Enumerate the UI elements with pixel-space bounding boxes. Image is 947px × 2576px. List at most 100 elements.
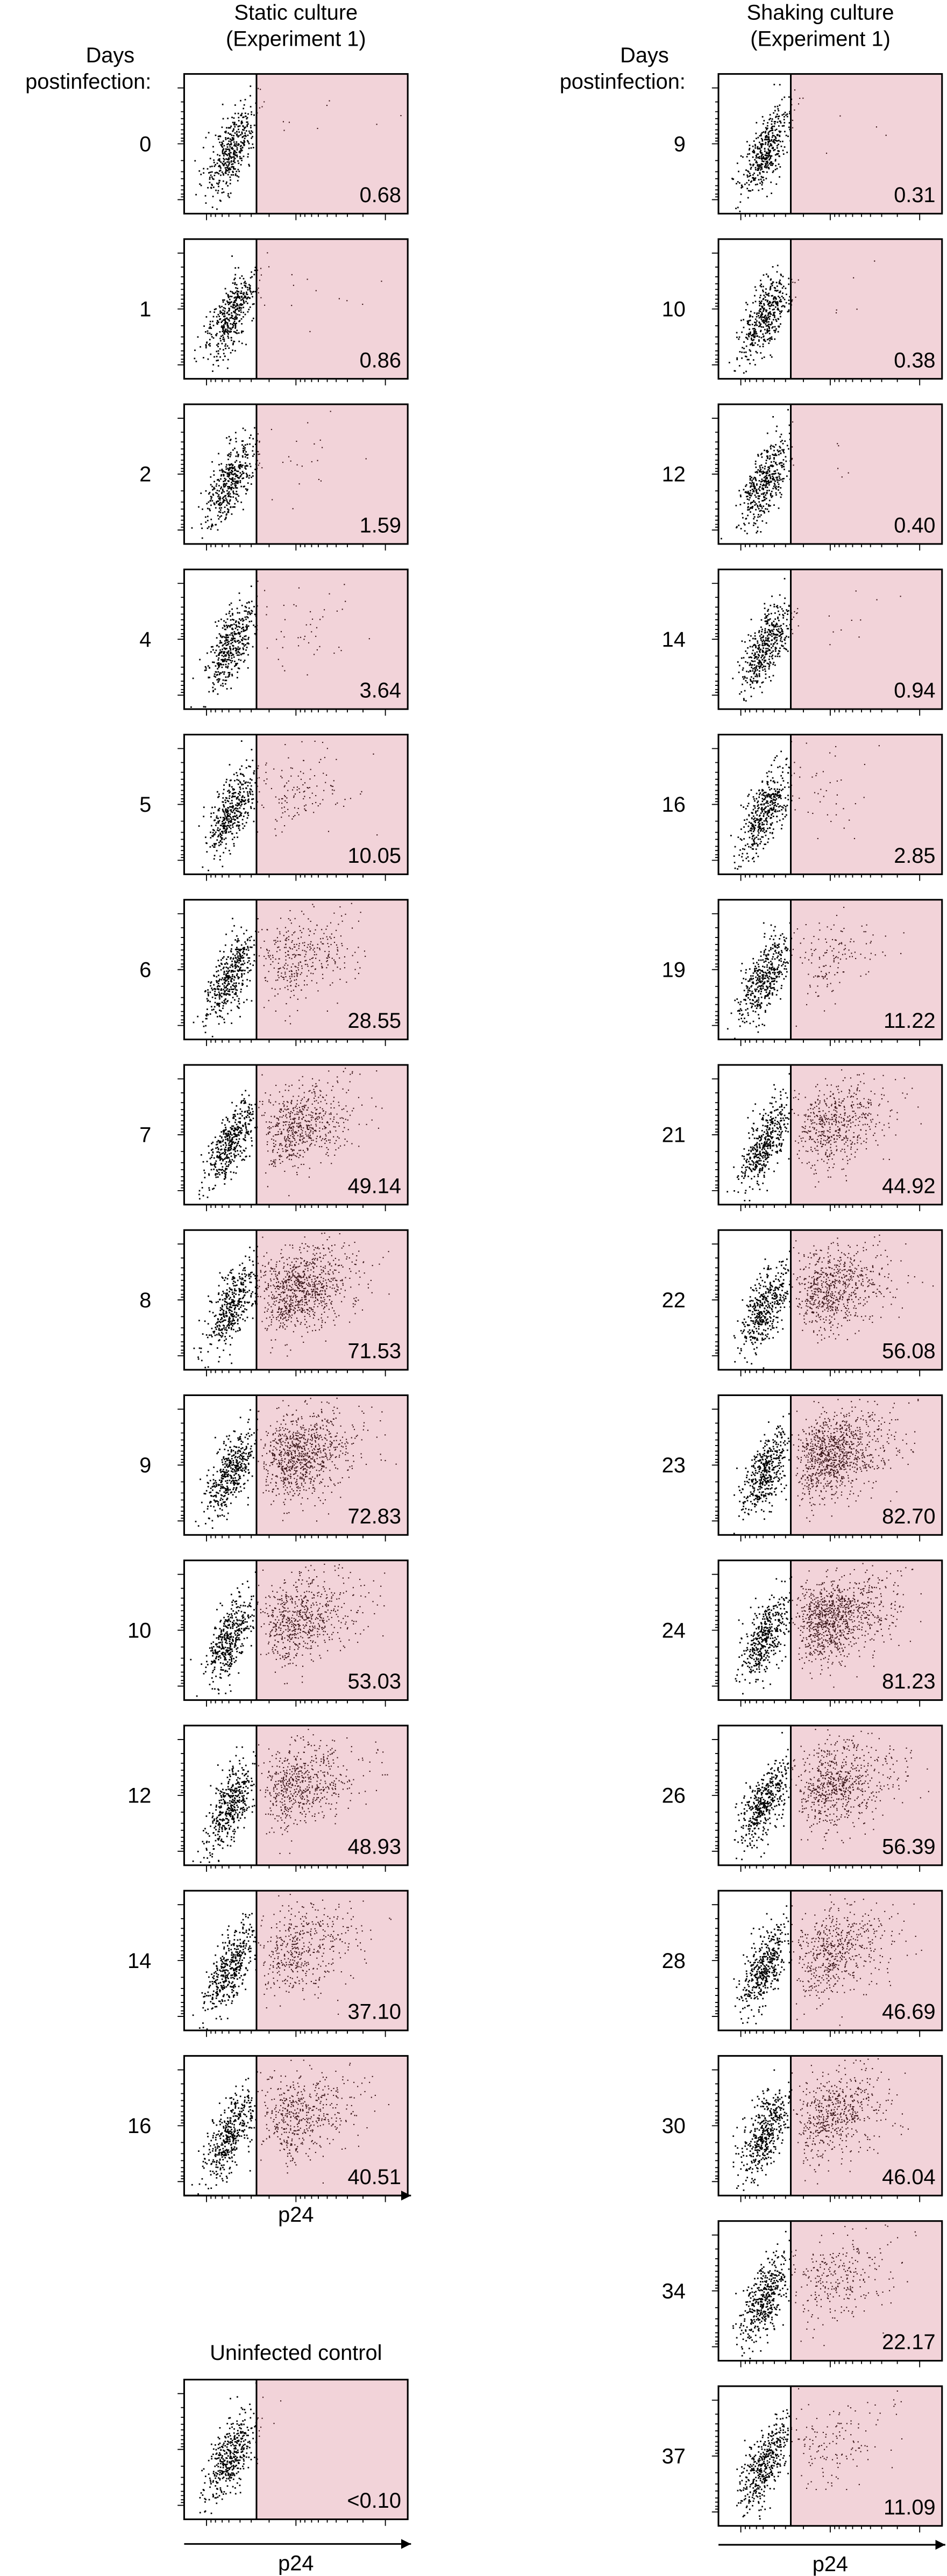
axis-ticks [711, 748, 921, 881]
cell-events [199, 2382, 258, 2514]
percent-positive: 3.64 [360, 679, 401, 703]
day-label: 2 [139, 463, 151, 486]
positive-gate [256, 569, 408, 710]
facs-panel: 71.53 8 [139, 1229, 409, 1377]
percent-positive: 0.38 [894, 348, 935, 372]
positive-gate [256, 899, 408, 1040]
day-label: 21 [662, 1124, 686, 1147]
facs-panel: 72.83 9 [139, 1394, 409, 1542]
positive-gate [256, 2056, 408, 2196]
facs-panel: 3.64 4 [139, 568, 409, 716]
cell-events [727, 922, 792, 1040]
day-label: 10 [127, 1619, 151, 1642]
cell-events [732, 2069, 793, 2191]
positive-gate [256, 1560, 408, 1700]
cell-events [728, 264, 793, 374]
positive-gate [256, 404, 408, 544]
percent-positive: 82.70 [882, 1505, 935, 1528]
facs-panel: 0.86 1 [139, 238, 409, 385]
day-label: 22 [662, 1289, 686, 1312]
column-title: Static culture [234, 1, 358, 25]
percent-positive: 0.40 [894, 513, 935, 537]
day-label: 16 [127, 2114, 151, 2138]
panels: Static culture(Experiment 1) Days postinfe… [25, 1, 945, 2576]
day-label: 28 [662, 1949, 686, 1973]
axis-label: p24 [278, 2203, 314, 2227]
positive-gate [256, 74, 408, 214]
positive-gate [791, 734, 942, 875]
cell-events [192, 1913, 257, 2030]
day-label: 34 [662, 2279, 686, 2303]
percent-positive: 49.14 [348, 1174, 401, 1198]
day-label: 7 [139, 1124, 151, 1147]
facs-panel: 82.70 23 [662, 1394, 943, 1542]
facs-panel: <0.10 [177, 2379, 409, 2526]
cell-events [194, 85, 258, 210]
day-label: 12 [127, 1784, 151, 1808]
positive-gate [791, 569, 942, 710]
cell-events [720, 409, 792, 540]
axis-ticks [711, 252, 921, 385]
control-title: Uninfected control [210, 2341, 382, 2365]
cell-events [190, 585, 258, 708]
axis-ticks [177, 2069, 386, 2202]
day-label: 26 [662, 1784, 686, 1808]
day-label: 24 [662, 1619, 686, 1642]
percent-positive: 28.55 [348, 1009, 401, 1033]
axis-ticks [711, 1739, 921, 1872]
day-label: 16 [662, 793, 686, 817]
facs-panel: 11.09 37 [662, 2385, 943, 2532]
axis-ticks [711, 418, 921, 551]
day-label: 19 [662, 958, 686, 982]
days-header: postinfection: [560, 70, 686, 94]
axis-label: p24 [278, 2551, 314, 2575]
axis-ticks [177, 1573, 386, 1707]
percent-positive: 56.08 [882, 1340, 935, 1363]
cell-events-positive [258, 1729, 388, 1855]
axis-ticks [177, 748, 386, 881]
positive-gate [791, 1560, 942, 1700]
axis-ticks [177, 1904, 386, 2037]
cell-events [733, 1905, 792, 2024]
percent-positive: 1.59 [360, 513, 401, 537]
facs-panel: 40.51 16 [127, 2055, 409, 2202]
cell-events [193, 918, 258, 1037]
cell-events-positive [257, 1563, 386, 1685]
facs-panel: 37.10 14 [127, 1890, 409, 2037]
percent-positive: 10.05 [348, 844, 401, 868]
cell-events [198, 740, 258, 871]
cell-events [735, 1576, 793, 1695]
positive-gate [791, 1725, 942, 1865]
day-label: 12 [662, 463, 686, 486]
cell-events [191, 2071, 258, 2195]
axis-ticks [711, 1078, 921, 1212]
cell-events [194, 255, 257, 372]
positive-gate [791, 74, 942, 214]
axis-ticks [711, 2399, 921, 2532]
axis-ticks [177, 252, 386, 385]
cell-events-positive [792, 1563, 922, 1688]
facs-panel: 1.59 2 [139, 403, 409, 551]
percent-positive: 11.09 [884, 2495, 935, 2519]
facs-panel: 0.31 9 [674, 73, 943, 220]
axis-label: p24 [813, 2552, 848, 2576]
facs-panel: 0.40 12 [662, 403, 943, 551]
column-title: (Experiment 1) [226, 27, 366, 51]
cell-events [198, 1084, 258, 1200]
axis-ticks [711, 1904, 921, 2037]
positive-gate [256, 734, 408, 875]
column-title: Shaking culture [747, 1, 894, 25]
axis-ticks [711, 1408, 921, 1542]
axis-ticks [711, 87, 921, 220]
facs-panel: 46.69 28 [662, 1890, 943, 2037]
day-label: 23 [662, 1454, 686, 1477]
percent-positive: 0.31 [894, 183, 935, 207]
days-header: Days [86, 44, 135, 67]
facs-panel: 0.68 0 [139, 73, 409, 220]
cell-events [193, 1246, 258, 1369]
axis-ticks [711, 1573, 921, 1707]
percent-positive: 22.17 [882, 2330, 935, 2354]
percent-positive: 40.51 [348, 2165, 401, 2189]
